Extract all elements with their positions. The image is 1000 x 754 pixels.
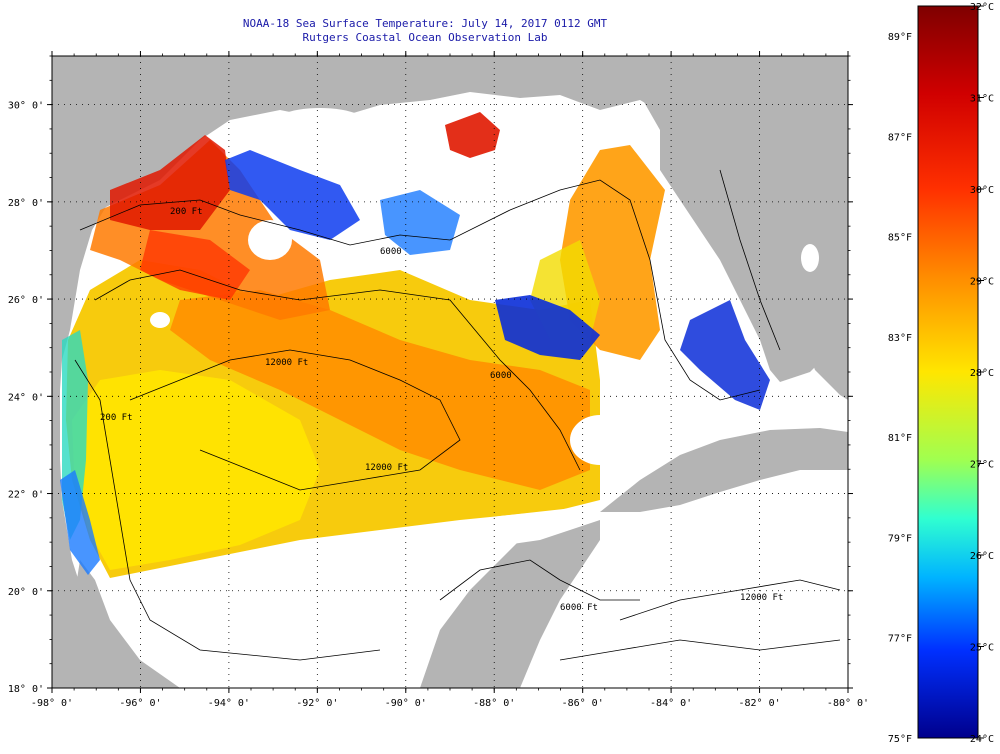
colorbar-fahrenheit-labels: 89°F 87°F 85°F 83°F 81°F 79°F 77°F 75°F (888, 32, 912, 745)
contour-label: 200 Ft (170, 207, 203, 217)
longitude-axis: -98° 0' -96° 0' -94° 0' -92° 0' -90° 0' -88° … (31, 51, 869, 709)
yucatan-land (420, 512, 600, 688)
latitude-tick-label: 28° 0' (8, 198, 44, 209)
longitude-tick-label: -82° 0' (738, 698, 780, 709)
contour-200ft (79, 179, 761, 401)
contour-label: 12000 Ft (365, 463, 408, 473)
latitude-tick-label: 20° 0' (8, 587, 44, 598)
contour-label: 200 Ft (100, 413, 133, 423)
colorbar-f-label: 87°F (888, 132, 912, 143)
longitude-tick-label: -92° 0' (296, 698, 338, 709)
contour-label: 6000 Ft (560, 603, 598, 613)
lake-okeechobee (801, 244, 819, 272)
colorbar-f-label: 81°F (888, 433, 912, 444)
longitude-tick-label: -88° 0' (473, 698, 515, 709)
colorbar-c-label: 28°C (970, 368, 994, 379)
contour-caribbean-2 (559, 639, 841, 661)
contour-caribbean (619, 579, 841, 621)
colorbar-c-label: 29°C (970, 277, 994, 288)
contour-mexico-shelf (74, 359, 381, 661)
longitude-tick-label: -84° 0' (650, 698, 692, 709)
contour-text: 200 Ft 6000 12000 Ft 6000 12000 Ft 200 F… (100, 207, 783, 613)
colorbar-c-label: 32°C (970, 2, 994, 13)
colorbar-c-label: 31°C (970, 94, 994, 105)
latitude-tick-label: 22° 0' (8, 490, 44, 501)
colorbar-f-label: 83°F (888, 333, 912, 344)
latitude-tick-label: 30° 0' (8, 101, 44, 112)
contour-label: 12000 Ft (740, 593, 783, 603)
cuba-land (600, 428, 848, 512)
bathymetry-contours (74, 169, 841, 661)
contour-12000ft (129, 349, 461, 491)
colorbar-c-label: 26°C (970, 551, 994, 562)
longitude-tick-label: -80° 0' (827, 698, 869, 709)
longitude-tick-label: -94° 0' (208, 698, 250, 709)
latitude-tick-label: 26° 0' (8, 295, 44, 306)
map-canvas: 200 Ft 6000 12000 Ft 6000 12000 Ft 200 F… (52, 56, 848, 688)
contour-label: 6000 (490, 371, 512, 381)
colorbar: 89°F 87°F 85°F 83°F 81°F 79°F 77°F 75°F 32°C 31°… (888, 2, 994, 745)
longitude-tick-label: -86° 0' (562, 698, 604, 709)
contour-label: 6000 (380, 247, 402, 257)
colorbar-gradient (917, 5, 979, 739)
latitude-tick-label: 24° 0' (8, 392, 44, 403)
colorbar-celsius-labels: 32°C 31°C 30°C 29°C 28°C 27°C 26°C 25°C 24°C (970, 2, 994, 745)
latitude-tick-label: 18° 0' (8, 684, 44, 695)
colorbar-f-label: 89°F (888, 32, 912, 43)
longitude-tick-label: -96° 0' (119, 698, 161, 709)
contour-label: 12000 Ft (265, 358, 308, 368)
colorbar-c-label: 24°C (970, 734, 994, 745)
colorbar-f-label: 79°F (888, 533, 912, 544)
longitude-tick-label: -90° 0' (385, 698, 427, 709)
contour-florida-shelf (719, 169, 781, 351)
latitude-axis: 18° 0' 20° 0' 22° 0' 24° 0' 26° 0' 28° 0' 30° … (8, 55, 853, 695)
colorbar-f-label: 85°F (888, 233, 912, 244)
colorbar-c-label: 27°C (970, 460, 994, 471)
map-subtitle: Rutgers Coastal Ocean Observation Lab (302, 31, 548, 44)
map-title: NOAA-18 Sea Surface Temperature: July 14… (242, 17, 608, 30)
longitude-tick-label: -98° 0' (31, 698, 73, 709)
florida-land (640, 90, 840, 382)
colorbar-c-label: 25°C (970, 643, 994, 654)
sst-imagery (60, 108, 770, 590)
contour-6000ft (94, 269, 581, 471)
contour-yucatan (439, 559, 640, 601)
colorbar-f-label: 75°F (888, 734, 912, 745)
mexico-land (52, 56, 110, 688)
graticule (52, 56, 848, 688)
colorbar-c-label: 30°C (970, 185, 994, 196)
colorbar-f-label: 77°F (888, 634, 912, 645)
